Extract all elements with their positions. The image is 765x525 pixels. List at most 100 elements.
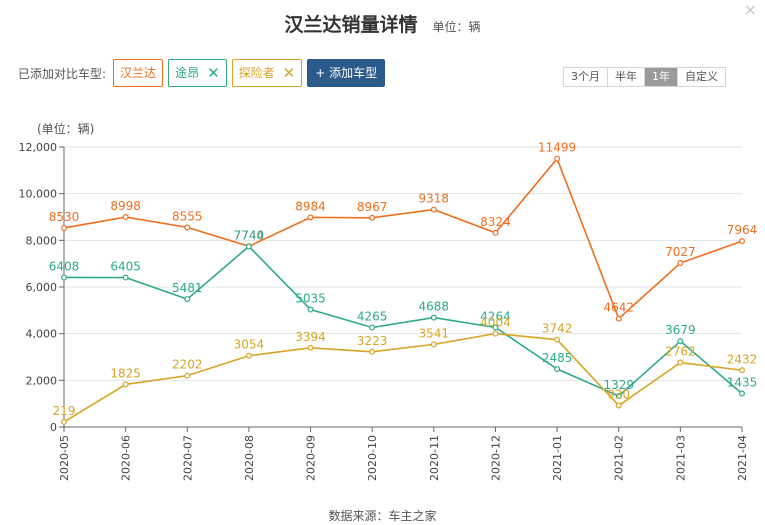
data-label: 1825 [110,366,141,380]
data-point [122,214,129,221]
data-label: 7027 [665,245,696,259]
x-tick-label: 2021-04 [736,435,749,481]
page-title: 汉兰达销量详情 [284,14,418,36]
data-label: 7744 [234,228,265,242]
series-lines [60,155,745,425]
data-label: 8998 [110,199,141,213]
data-point [430,314,437,321]
data-label: 3742 [542,322,573,336]
data-point [60,224,67,231]
data-point [60,418,67,425]
data-label: 3394 [295,330,326,344]
data-label: 3223 [357,334,388,348]
data-label: 4265 [357,309,388,323]
x-tick-label: 2020-07 [181,435,194,481]
data-label: 5481 [172,281,203,295]
data-point [369,348,376,355]
remove-tag-icon[interactable]: ✕ [282,63,296,82]
range-button-custom[interactable]: 自定义 [677,68,725,86]
data-point [122,381,129,388]
data-point [554,155,561,162]
data-point [122,274,129,281]
range-button-1-year[interactable]: 1年 [644,68,677,86]
data-labels: 8530 8998 8555 7744 8984 8967 9318 8324 11499 464… [49,141,758,418]
data-label: 5035 [295,292,326,306]
data-label: 920 [607,388,630,402]
x-tick-label: 2020-12 [489,435,502,481]
y-tick-label: 2,000 [26,374,58,387]
data-point [492,229,499,236]
data-point [430,206,437,213]
x-tick-label: 2021-01 [551,435,564,481]
data-source: 数据来源：车主之家 [328,509,437,523]
data-point [677,338,684,345]
data-label: 2762 [665,345,696,359]
data-label: 219 [53,404,76,418]
compare-tag-label: 探险者 [238,66,275,80]
y-tick-label: 0 [50,421,57,434]
data-label: 3054 [234,338,265,352]
data-label: 7740 [234,228,265,242]
data-label: 11499 [538,141,576,155]
y-tick-label: 4,000 [26,328,58,341]
data-label: 8967 [357,200,388,214]
x-tick-label: 2020-09 [305,435,318,481]
data-label: 3679 [665,323,696,337]
data-point [307,306,314,313]
data-point [615,392,622,399]
data-label: 9318 [419,192,450,206]
remove-tag-icon[interactable]: ✕ [207,63,220,82]
data-point [492,330,499,337]
data-label: 2202 [172,358,203,372]
data-label: 3541 [419,326,450,340]
series-line-2 [63,245,743,397]
y-tick-label: 12,000 [19,141,58,154]
data-point [554,336,561,343]
data-point [369,214,376,221]
data-label: 4688 [419,300,450,314]
data-point [184,296,191,303]
compare-tag-label: 汉兰达 [120,66,157,80]
data-point [738,390,745,397]
data-point [60,274,67,281]
x-tick-label: 2021-03 [674,435,687,481]
close-icon[interactable]: × [743,0,757,19]
data-point [184,372,191,379]
data-label: 4642 [603,301,634,315]
chart-header: 汉兰达销量详情 单位：辆 [0,10,765,37]
data-label: 1435 [727,376,758,390]
data-label: 7964 [727,223,758,237]
series-line-3 [63,332,743,423]
data-label: 6405 [110,260,141,274]
data-point [738,367,745,374]
data-label: 2432 [727,352,758,366]
time-range-selector: 3个月 半年 1年 自定义 [563,67,726,87]
y-tick-label: 8,000 [26,234,58,247]
data-label: 8324 [480,215,511,229]
x-tick-label: 2020-08 [243,435,256,481]
data-point [615,402,622,409]
data-point [245,352,252,359]
data-point [677,260,684,267]
x-tick-label: 2020-11 [428,435,441,481]
range-button-3-months[interactable]: 3个月 [564,68,607,86]
series-line-1 [63,157,743,321]
data-point [492,324,499,331]
data-label: 6408 [49,259,80,273]
data-label: 8984 [295,199,326,213]
data-label: 4264 [480,310,511,324]
add-model-button[interactable]: + 添加车型 [307,59,386,87]
compare-tag-label: 途昂 [175,66,200,80]
range-button-half-year[interactable]: 半年 [607,68,644,86]
data-point [554,366,561,373]
data-point [615,315,622,322]
compare-tag-tuang[interactable]: 途昂 ✕ [168,59,227,87]
data-label: 4004 [480,316,511,330]
compare-tag-hanlanda[interactable]: 汉兰达 [113,59,164,87]
axes: 0 2,000 4,000 6,000 8,000 10,000 12,000 2020-05… [19,141,750,481]
data-label: 8530 [49,210,80,224]
data-point [307,214,314,221]
compare-tag-tanxianzhe[interactable]: 探险者 ✕ [231,59,303,87]
grid-lines [64,146,742,381]
